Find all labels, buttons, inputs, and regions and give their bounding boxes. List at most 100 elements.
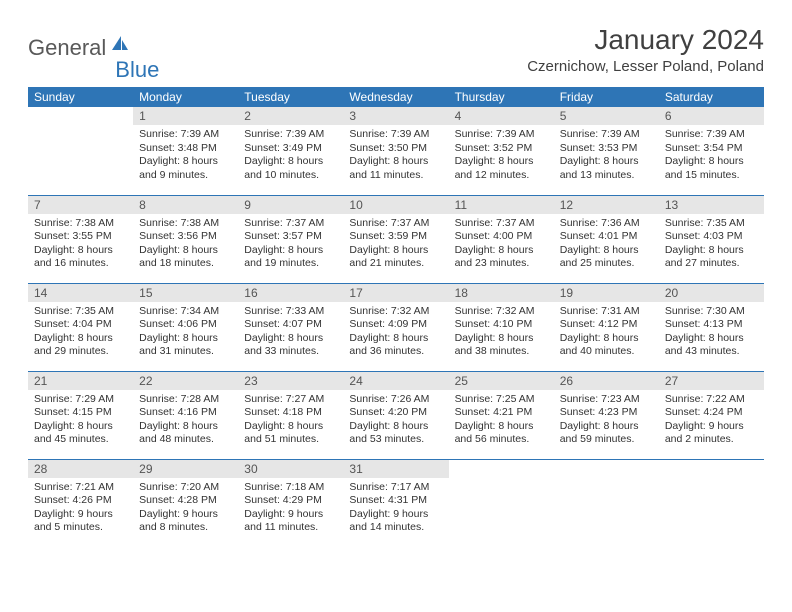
day-number: 2 (238, 107, 343, 125)
calendar-cell: 17Sunrise: 7:32 AMSunset: 4:09 PMDayligh… (343, 283, 448, 371)
sunrise-line: Sunrise: 7:28 AM (139, 393, 232, 407)
sail-icon (111, 35, 129, 58)
calendar-cell: 21Sunrise: 7:29 AMSunset: 4:15 PMDayligh… (28, 371, 133, 459)
sunset-line: Sunset: 3:53 PM (560, 142, 653, 156)
daylight-line: Daylight: 8 hours and 43 minutes. (665, 332, 758, 359)
sunset-line: Sunset: 4:20 PM (349, 406, 442, 420)
sunrise-line: Sunrise: 7:22 AM (665, 393, 758, 407)
header: General Blue January 2024 Czernichow, Le… (28, 24, 764, 75)
day-details: Sunrise: 7:39 AMSunset: 3:53 PMDaylight:… (554, 125, 659, 189)
daylight-line: Daylight: 8 hours and 45 minutes. (34, 420, 127, 447)
day-details: Sunrise: 7:17 AMSunset: 4:31 PMDaylight:… (343, 478, 448, 542)
sunset-line: Sunset: 3:52 PM (455, 142, 548, 156)
day-number: 25 (449, 372, 554, 390)
day-number: 11 (449, 196, 554, 214)
calendar-cell: 22Sunrise: 7:28 AMSunset: 4:16 PMDayligh… (133, 371, 238, 459)
day-number: 12 (554, 196, 659, 214)
sunset-line: Sunset: 3:50 PM (349, 142, 442, 156)
sunrise-line: Sunrise: 7:35 AM (34, 305, 127, 319)
sunrise-line: Sunrise: 7:38 AM (139, 217, 232, 231)
calendar-cell: 27Sunrise: 7:22 AMSunset: 4:24 PMDayligh… (659, 371, 764, 459)
daylight-line: Daylight: 8 hours and 23 minutes. (455, 244, 548, 271)
sunrise-line: Sunrise: 7:33 AM (244, 305, 337, 319)
sunrise-line: Sunrise: 7:37 AM (244, 217, 337, 231)
logo: General Blue (28, 24, 159, 72)
daylight-line: Daylight: 8 hours and 36 minutes. (349, 332, 442, 359)
daylight-line: Daylight: 8 hours and 18 minutes. (139, 244, 232, 271)
day-details: Sunrise: 7:37 AMSunset: 3:59 PMDaylight:… (343, 214, 448, 278)
daylight-line: Daylight: 8 hours and 33 minutes. (244, 332, 337, 359)
day-details: Sunrise: 7:37 AMSunset: 3:57 PMDaylight:… (238, 214, 343, 278)
sunrise-line: Sunrise: 7:36 AM (560, 217, 653, 231)
calendar-cell: 7Sunrise: 7:38 AMSunset: 3:55 PMDaylight… (28, 195, 133, 283)
weekday-header: Sunday (28, 87, 133, 107)
calendar-cell: 8Sunrise: 7:38 AMSunset: 3:56 PMDaylight… (133, 195, 238, 283)
sunset-line: Sunset: 4:29 PM (244, 494, 337, 508)
day-number: 16 (238, 284, 343, 302)
weekday-header-row: Sunday Monday Tuesday Wednesday Thursday… (28, 87, 764, 107)
calendar-cell: 15Sunrise: 7:34 AMSunset: 4:06 PMDayligh… (133, 283, 238, 371)
daylight-line: Daylight: 9 hours and 11 minutes. (244, 508, 337, 535)
day-details: Sunrise: 7:38 AMSunset: 3:56 PMDaylight:… (133, 214, 238, 278)
calendar-cell (28, 107, 133, 195)
day-details: Sunrise: 7:39 AMSunset: 3:50 PMDaylight:… (343, 125, 448, 189)
calendar-cell: 3Sunrise: 7:39 AMSunset: 3:50 PMDaylight… (343, 107, 448, 195)
calendar-cell: 4Sunrise: 7:39 AMSunset: 3:52 PMDaylight… (449, 107, 554, 195)
day-details: Sunrise: 7:36 AMSunset: 4:01 PMDaylight:… (554, 214, 659, 278)
calendar-cell: 9Sunrise: 7:37 AMSunset: 3:57 PMDaylight… (238, 195, 343, 283)
daylight-line: Daylight: 8 hours and 31 minutes. (139, 332, 232, 359)
day-number: 29 (133, 460, 238, 478)
sunrise-line: Sunrise: 7:29 AM (34, 393, 127, 407)
sunset-line: Sunset: 4:00 PM (455, 230, 548, 244)
sunrise-line: Sunrise: 7:39 AM (455, 128, 548, 142)
daylight-line: Daylight: 8 hours and 9 minutes. (139, 155, 232, 182)
day-details: Sunrise: 7:28 AMSunset: 4:16 PMDaylight:… (133, 390, 238, 454)
day-number: 22 (133, 372, 238, 390)
day-number: 23 (238, 372, 343, 390)
weekday-header: Saturday (659, 87, 764, 107)
sunset-line: Sunset: 4:26 PM (34, 494, 127, 508)
daylight-line: Daylight: 8 hours and 59 minutes. (560, 420, 653, 447)
calendar-cell: 30Sunrise: 7:18 AMSunset: 4:29 PMDayligh… (238, 459, 343, 547)
sunrise-line: Sunrise: 7:31 AM (560, 305, 653, 319)
day-number: 31 (343, 460, 448, 478)
calendar-week-row: 14Sunrise: 7:35 AMSunset: 4:04 PMDayligh… (28, 283, 764, 371)
weekday-header: Wednesday (343, 87, 448, 107)
calendar-cell: 26Sunrise: 7:23 AMSunset: 4:23 PMDayligh… (554, 371, 659, 459)
day-number: 19 (554, 284, 659, 302)
calendar-cell: 31Sunrise: 7:17 AMSunset: 4:31 PMDayligh… (343, 459, 448, 547)
day-details: Sunrise: 7:39 AMSunset: 3:54 PMDaylight:… (659, 125, 764, 189)
calendar-cell: 28Sunrise: 7:21 AMSunset: 4:26 PMDayligh… (28, 459, 133, 547)
calendar-cell: 23Sunrise: 7:27 AMSunset: 4:18 PMDayligh… (238, 371, 343, 459)
sunrise-line: Sunrise: 7:18 AM (244, 481, 337, 495)
sunset-line: Sunset: 4:21 PM (455, 406, 548, 420)
sunset-line: Sunset: 3:49 PM (244, 142, 337, 156)
sunset-line: Sunset: 4:04 PM (34, 318, 127, 332)
day-number: 6 (659, 107, 764, 125)
calendar-cell: 14Sunrise: 7:35 AMSunset: 4:04 PMDayligh… (28, 283, 133, 371)
day-details: Sunrise: 7:32 AMSunset: 4:10 PMDaylight:… (449, 302, 554, 366)
sunset-line: Sunset: 4:31 PM (349, 494, 442, 508)
day-details: Sunrise: 7:37 AMSunset: 4:00 PMDaylight:… (449, 214, 554, 278)
day-number: 3 (343, 107, 448, 125)
sunrise-line: Sunrise: 7:37 AM (349, 217, 442, 231)
logo-word1: General (28, 35, 106, 61)
sunrise-line: Sunrise: 7:17 AM (349, 481, 442, 495)
sunset-line: Sunset: 4:15 PM (34, 406, 127, 420)
daylight-line: Daylight: 8 hours and 25 minutes. (560, 244, 653, 271)
sunset-line: Sunset: 4:12 PM (560, 318, 653, 332)
title-block: January 2024 Czernichow, Lesser Poland, … (527, 24, 764, 75)
daylight-line: Daylight: 9 hours and 5 minutes. (34, 508, 127, 535)
sunrise-line: Sunrise: 7:32 AM (349, 305, 442, 319)
daylight-line: Daylight: 8 hours and 15 minutes. (665, 155, 758, 182)
calendar-cell: 25Sunrise: 7:25 AMSunset: 4:21 PMDayligh… (449, 371, 554, 459)
sunset-line: Sunset: 3:48 PM (139, 142, 232, 156)
calendar-week-row: 21Sunrise: 7:29 AMSunset: 4:15 PMDayligh… (28, 371, 764, 459)
sunrise-line: Sunrise: 7:39 AM (665, 128, 758, 142)
calendar-cell: 10Sunrise: 7:37 AMSunset: 3:59 PMDayligh… (343, 195, 448, 283)
sunset-line: Sunset: 4:07 PM (244, 318, 337, 332)
sunrise-line: Sunrise: 7:39 AM (560, 128, 653, 142)
sunrise-line: Sunrise: 7:26 AM (349, 393, 442, 407)
sunset-line: Sunset: 4:01 PM (560, 230, 653, 244)
day-number: 1 (133, 107, 238, 125)
